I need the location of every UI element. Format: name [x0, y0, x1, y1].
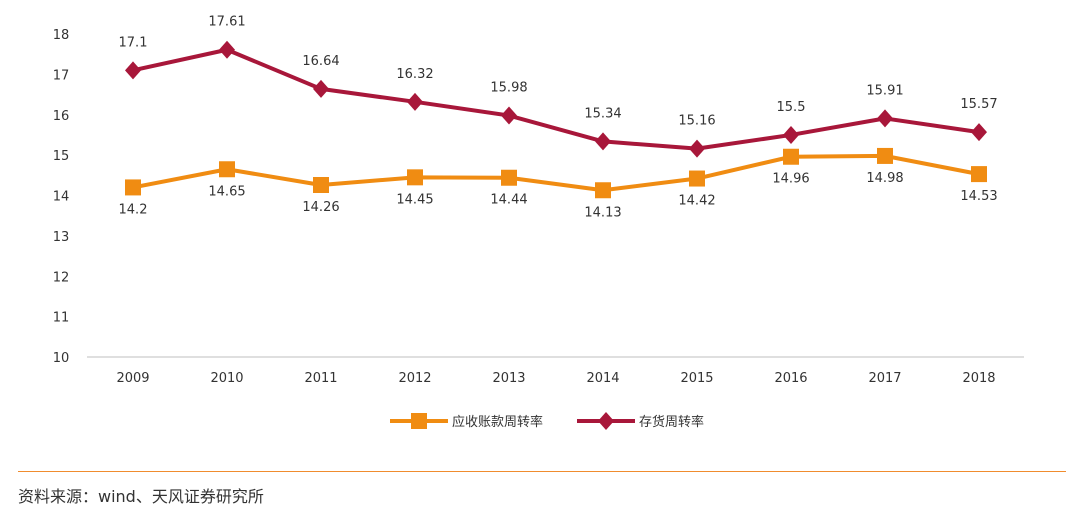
y-tick-label: 18 [53, 28, 70, 43]
data-label: 16.32 [396, 67, 433, 82]
data-point [595, 132, 611, 151]
data-label: 14.2 [119, 202, 148, 217]
series-1: 14.2 14.65 14.26 14.45 14.44 14.13 14.42 14.96 1… [119, 147, 998, 220]
source-note: 资料来源：wind、天风证券研究所 [18, 487, 264, 506]
x-tick-label: 2011 [304, 371, 337, 386]
y-axis: 10 11 12 13 14 15 16 17 18 [53, 28, 70, 366]
legend-label: 存货周转率 [639, 414, 704, 430]
x-tick-label: 2010 [210, 371, 243, 386]
data-point [783, 148, 799, 165]
data-label: 14.42 [678, 194, 715, 209]
y-tick-label: 10 [53, 351, 70, 366]
data-label: 15.98 [490, 81, 527, 96]
data-point [689, 170, 705, 187]
data-label: 14.98 [866, 171, 903, 186]
legend: 应收账款周转率 存货周转率 [390, 412, 704, 430]
data-point [313, 177, 329, 194]
data-label: 14.26 [302, 200, 339, 215]
data-label: 15.5 [777, 100, 806, 115]
data-point [501, 169, 517, 186]
series-2: 17.1 17.61 16.64 16.32 15.98 15.34 15.16 15.5 15… [119, 15, 998, 158]
x-tick-label: 2012 [398, 371, 431, 386]
data-label: 14.45 [396, 192, 433, 207]
y-tick-label: 15 [53, 149, 70, 164]
data-label: 15.34 [584, 106, 621, 121]
data-point [783, 125, 799, 144]
data-label: 17.1 [119, 35, 148, 50]
y-tick-label: 16 [53, 109, 70, 124]
data-point [877, 109, 893, 128]
data-point [971, 123, 987, 142]
x-tick-label: 2017 [868, 371, 901, 386]
x-tick-label: 2013 [492, 371, 525, 386]
legend-marker [598, 412, 614, 430]
data-point [407, 92, 423, 111]
data-point [971, 166, 987, 183]
legend-marker [411, 413, 427, 429]
data-label: 15.57 [960, 97, 997, 112]
data-point [689, 139, 705, 158]
data-point [219, 161, 235, 178]
data-label: 14.65 [208, 184, 245, 199]
data-label: 14.53 [960, 189, 997, 204]
series-line [132, 47, 980, 151]
y-tick-label: 14 [53, 190, 70, 205]
data-label: 17.61 [208, 15, 245, 30]
x-tick-label: 2014 [586, 371, 619, 386]
source-divider [18, 471, 1066, 472]
data-label: 15.91 [866, 83, 903, 98]
data-point [125, 61, 141, 80]
data-point [407, 169, 423, 186]
data-label: 14.44 [490, 193, 527, 208]
x-tick-label: 2015 [680, 371, 713, 386]
legend-item: 应收账款周转率 [390, 413, 543, 430]
y-tick-label: 13 [53, 230, 70, 245]
data-label: 14.13 [584, 205, 621, 220]
x-tick-label: 2016 [774, 371, 807, 386]
data-label: 14.96 [772, 172, 809, 187]
data-label: 16.64 [302, 54, 339, 69]
data-point [501, 106, 517, 125]
data-label: 15.16 [678, 114, 715, 129]
x-tick-label: 2009 [116, 371, 149, 386]
y-tick-label: 11 [53, 311, 70, 326]
y-tick-label: 17 [53, 68, 70, 83]
series-layer: 14.2 14.65 14.26 14.45 14.44 14.13 14.42 14.96 1… [119, 15, 998, 221]
data-point [125, 179, 141, 196]
data-point [313, 79, 329, 98]
data-point [877, 147, 893, 164]
legend-label: 应收账款周转率 [452, 414, 543, 430]
series-line [132, 153, 980, 193]
x-tick-label: 2018 [962, 371, 995, 386]
y-tick-label: 12 [53, 270, 70, 285]
x-axis: 2009 2010 2011 2012 2013 2014 2015 2016 2017 2018 [116, 371, 995, 386]
data-point [595, 182, 611, 199]
data-point [219, 40, 235, 59]
legend-item: 存货周转率 [577, 412, 704, 430]
